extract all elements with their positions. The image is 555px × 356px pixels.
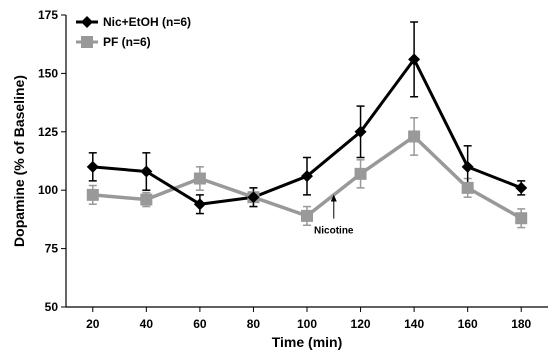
y-tick-label: 50 <box>45 300 59 314</box>
data-point <box>354 167 367 180</box>
data-point <box>408 53 421 66</box>
x-tick-label: 140 <box>404 317 424 331</box>
data-point <box>515 181 528 194</box>
data-point <box>140 193 153 206</box>
y-tick-label: 125 <box>38 125 58 139</box>
legend-marker <box>81 36 93 48</box>
data-point <box>86 160 99 173</box>
x-axis-title: Time (min) <box>272 334 343 350</box>
data-point <box>193 198 206 211</box>
legend-marker <box>81 16 93 28</box>
annotation-arrowhead <box>330 194 337 202</box>
data-point <box>408 130 421 143</box>
x-tick-label: 40 <box>140 317 154 331</box>
x-tick-label: 100 <box>297 317 317 331</box>
data-point <box>301 209 313 222</box>
axes: 50 75 100 125 150 175 20 40 60 80 100 120 140 160 180 <box>38 8 548 331</box>
data-point <box>461 181 474 194</box>
x-tick-label: 20 <box>86 317 100 331</box>
data-point <box>461 160 474 173</box>
x-tick-label: 180 <box>511 317 531 331</box>
series-markers <box>86 53 528 225</box>
data-point <box>140 165 153 178</box>
data-point <box>515 212 528 225</box>
data-point <box>193 172 206 185</box>
x-tick-label: 80 <box>247 317 261 331</box>
data-point <box>301 170 313 183</box>
legend-label: Nic+EtOH (n=6) <box>103 15 191 29</box>
x-tick-label: 160 <box>458 317 478 331</box>
data-point <box>86 188 99 201</box>
y-tick-label: 100 <box>38 183 58 197</box>
legend: Nic+EtOH (n=6) PF (n=6) <box>76 15 191 49</box>
data-point <box>247 191 260 204</box>
y-axis-title: Dopamine (% of Baseline) <box>11 75 27 247</box>
legend-label: PF (n=6) <box>103 35 151 49</box>
annotation-label: Nicotine <box>314 226 354 237</box>
y-tick-label: 150 <box>38 66 58 80</box>
x-tick-label: 60 <box>193 317 207 331</box>
y-tick-label: 75 <box>45 242 59 256</box>
x-tick-label: 120 <box>351 317 371 331</box>
annotations: Nicotine <box>314 194 354 237</box>
y-tick-label: 175 <box>38 8 58 22</box>
data-point <box>354 125 367 138</box>
